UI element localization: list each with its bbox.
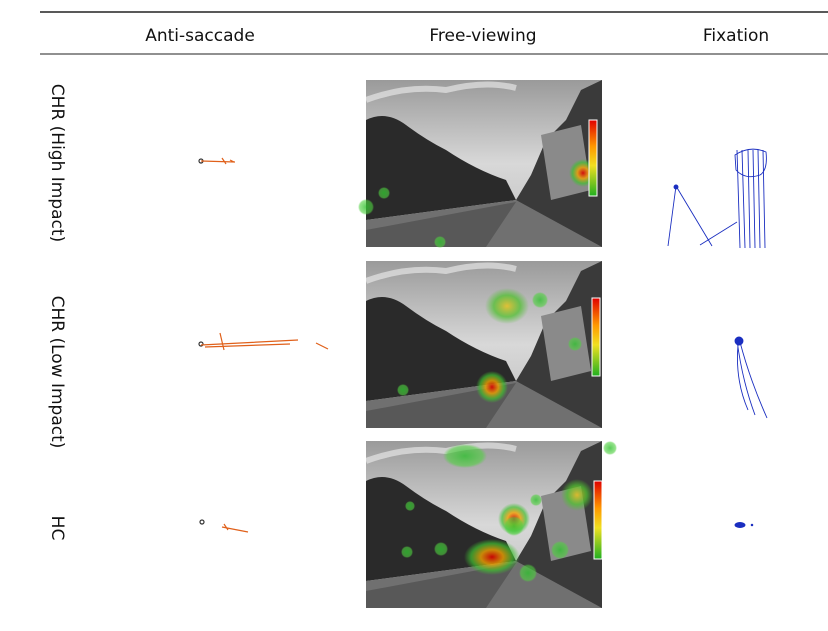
row-label: CHR (Low Impact) [47, 296, 67, 449]
fixation-trace [668, 149, 767, 527]
figure: Anti-saccade Free-viewing Fixation CHR (… [0, 0, 828, 631]
row-label: CHR (High Impact) [47, 84, 67, 242]
anti-saccade-trace [199, 158, 328, 532]
column-header: Free-viewing [429, 26, 536, 46]
column-header: Anti-saccade [145, 26, 255, 46]
row-label: HC [47, 516, 67, 541]
free-viewing-heatmap [366, 261, 602, 428]
free-viewing-heatmap [366, 441, 617, 608]
free-viewing-heatmap [358, 80, 602, 248]
column-header: Fixation [703, 26, 769, 46]
